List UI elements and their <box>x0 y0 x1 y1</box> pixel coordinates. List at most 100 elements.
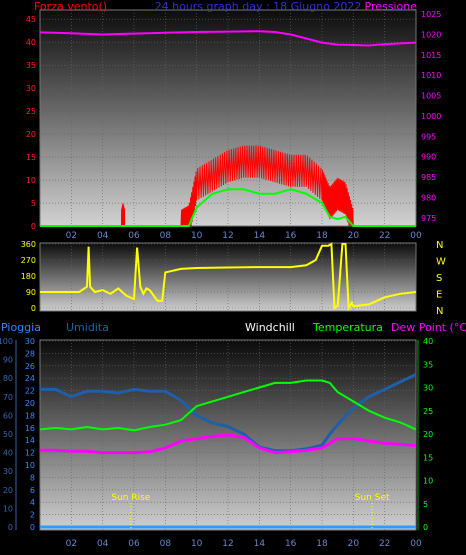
mid-y-tick: 28 <box>25 349 35 358</box>
pressure-y-tick: 985 <box>421 173 436 182</box>
x-tick-label: 00 <box>410 539 422 549</box>
wind-y-tick: 0 <box>31 222 36 231</box>
wind-y-tick: 40 <box>26 38 36 47</box>
legend-windchill: Windchill <box>245 321 295 334</box>
pressure-y-tick: 1010 <box>421 71 441 80</box>
wind-direction-line <box>40 242 417 312</box>
x-tick-label: 04 <box>97 231 109 241</box>
compass-label: N <box>436 240 443 251</box>
temperature-y-tick: 25 <box>423 407 433 416</box>
pressure-axis-title: Pressione <box>365 0 418 13</box>
x-tick-label: 10 <box>191 539 203 549</box>
humidity-y-tick: 10 <box>3 504 13 513</box>
x-tick-label: 16 <box>285 231 297 241</box>
x-tick-label: 06 <box>128 231 140 241</box>
x-tick-label: 20 <box>348 539 360 549</box>
pressure-y-tick: 995 <box>421 132 436 141</box>
x-tick-label: 02 <box>66 539 77 549</box>
wind-y-tick: 30 <box>26 84 36 93</box>
mid-y-tick: 12 <box>25 449 35 458</box>
mid-y-tick: 24 <box>25 374 35 383</box>
mid-y-tick: 8 <box>30 473 35 482</box>
temperature-y-tick: 15 <box>423 453 433 462</box>
pressure-y-tick: 1025 <box>421 10 441 19</box>
x-tick-label: 20 <box>348 231 360 241</box>
x-tick-label: 12 <box>222 539 233 549</box>
mid-y-tick: 26 <box>25 362 35 371</box>
wind-y-tick: 45 <box>26 15 36 24</box>
temperature-y-tick: 0 <box>423 523 428 532</box>
mid-y-tick: 30 <box>25 337 35 346</box>
x-tick-label: 06 <box>128 539 140 549</box>
pressure-y-tick: 1005 <box>421 92 441 101</box>
pressure-line <box>39 30 417 47</box>
compass-label: S <box>436 273 442 284</box>
direction-y-tick: 180 <box>21 272 36 281</box>
mid-y-tick: 10 <box>25 461 35 470</box>
humidity-y-tick: 90 <box>3 356 13 365</box>
wind-y-tick: 35 <box>26 61 36 70</box>
legend-pioggia: Pioggia <box>1 321 41 334</box>
x-tick-label: 14 <box>254 231 266 241</box>
humidity-y-tick: 60 <box>3 411 13 420</box>
humidity-y-tick: 30 <box>3 467 13 476</box>
wind-y-tick: 20 <box>26 130 36 139</box>
chart-date-title: 24 hours graph day : 18 Giugno 2022 <box>155 0 362 13</box>
temperature-y-tick: 5 <box>423 500 428 509</box>
direction-y-tick: 90 <box>26 288 36 297</box>
x-tick-label: 18 <box>316 539 328 549</box>
legend-temperatura: Temperatura <box>312 321 383 334</box>
mid-y-tick: 16 <box>25 424 35 433</box>
pressure-y-tick: 990 <box>421 153 436 162</box>
wind-y-tick: 15 <box>26 153 36 162</box>
x-tick-label: 00 <box>410 231 422 241</box>
x-tick-label: 22 <box>379 539 390 549</box>
legend-umidita: Umidita <box>66 321 109 334</box>
x-tick-label: 08 <box>160 231 172 241</box>
humidity-y-tick: 20 <box>3 486 13 495</box>
temperature-y-tick: 20 <box>423 430 433 439</box>
series-lines <box>39 30 417 529</box>
dewpoint-line <box>40 433 417 455</box>
x-tick-label: 08 <box>160 539 172 549</box>
mid-y-tick: 20 <box>25 399 35 408</box>
sunset-label: Sun Set <box>355 493 390 503</box>
humidity-y-tick: 70 <box>3 393 13 402</box>
pressure-y-tick: 1020 <box>421 30 441 39</box>
x-tick-label: 16 <box>285 539 297 549</box>
x-tick-label: 18 <box>316 231 328 241</box>
temperature-y-tick: 35 <box>423 360 433 369</box>
mid-y-tick: 2 <box>30 511 35 520</box>
x-tick-label: 12 <box>222 231 233 241</box>
wind-axis-title: Forza vento() <box>34 0 107 13</box>
compass-label: W <box>436 257 446 268</box>
direction-y-tick: 270 <box>21 256 36 265</box>
wind-y-tick: 5 <box>31 199 36 208</box>
x-tick-label: 10 <box>191 231 203 241</box>
humidity-y-tick: 80 <box>3 374 13 383</box>
wind-y-tick: 25 <box>26 107 36 116</box>
temperature-y-tick: 10 <box>423 477 433 486</box>
mid-y-tick: 18 <box>25 411 35 420</box>
direction-y-tick: 360 <box>21 240 36 249</box>
humidity-y-tick: 100 <box>0 337 13 346</box>
temperature-line <box>39 379 417 432</box>
wind-speed-line <box>40 145 416 227</box>
humidity-y-tick: 0 <box>8 523 13 532</box>
mid-y-tick: 6 <box>30 486 35 495</box>
mid-y-tick: 14 <box>25 436 35 445</box>
compass-label: N <box>436 306 443 317</box>
x-tick-label: 22 <box>379 231 390 241</box>
x-tick-label: 02 <box>66 231 77 241</box>
pressure-y-tick: 980 <box>421 193 436 202</box>
humidity-line <box>40 373 417 453</box>
wind-y-tick: 10 <box>26 176 36 185</box>
x-tick-label: 04 <box>97 539 109 549</box>
pressure-y-tick: 1015 <box>421 51 441 60</box>
pressure-y-tick: 1000 <box>421 112 441 121</box>
mid-y-tick: 0 <box>30 523 35 532</box>
humidity-y-tick: 40 <box>3 449 13 458</box>
